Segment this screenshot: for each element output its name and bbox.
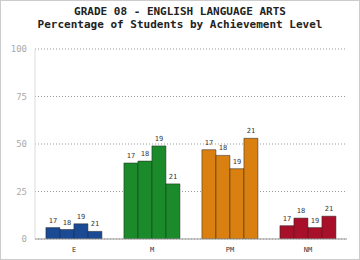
svg-text:NM: NM xyxy=(304,246,312,254)
svg-text:100: 100 xyxy=(11,44,27,54)
svg-text:21: 21 xyxy=(325,205,333,213)
svg-text:17: 17 xyxy=(127,152,135,160)
svg-text:M: M xyxy=(150,246,154,254)
html-text:GRADE 08 - ENGLISH LANGUAGE AR: GRADE 08 - ENGLISH LANGUAGE ARTS xyxy=(74,5,286,18)
svg-text:19: 19 xyxy=(155,135,163,143)
svg-text:18: 18 xyxy=(63,219,71,227)
svg-text:21: 21 xyxy=(169,173,177,181)
svg-text:18: 18 xyxy=(219,144,227,152)
svg-text:19: 19 xyxy=(77,213,85,221)
svg-text:19: 19 xyxy=(233,158,241,166)
svg-text:E: E xyxy=(72,246,76,254)
svg-text:18: 18 xyxy=(297,207,305,215)
svg-text:18: 18 xyxy=(141,150,149,158)
svg-text:PM: PM xyxy=(226,246,234,254)
svg-text:21: 21 xyxy=(247,127,255,135)
svg-text:75: 75 xyxy=(16,92,27,102)
svg-text:17: 17 xyxy=(283,215,291,223)
html-text:Percentage of Students by Achi: Percentage of Students by Achievement Le… xyxy=(37,18,323,31)
svg-text:21: 21 xyxy=(91,220,99,228)
svg-text:19: 19 xyxy=(311,217,319,225)
svg-text:25: 25 xyxy=(16,187,27,197)
svg-text:17: 17 xyxy=(205,139,213,147)
svg-text:50: 50 xyxy=(16,139,27,149)
svg-text:0: 0 xyxy=(22,234,27,244)
svg-text:17: 17 xyxy=(49,217,57,225)
